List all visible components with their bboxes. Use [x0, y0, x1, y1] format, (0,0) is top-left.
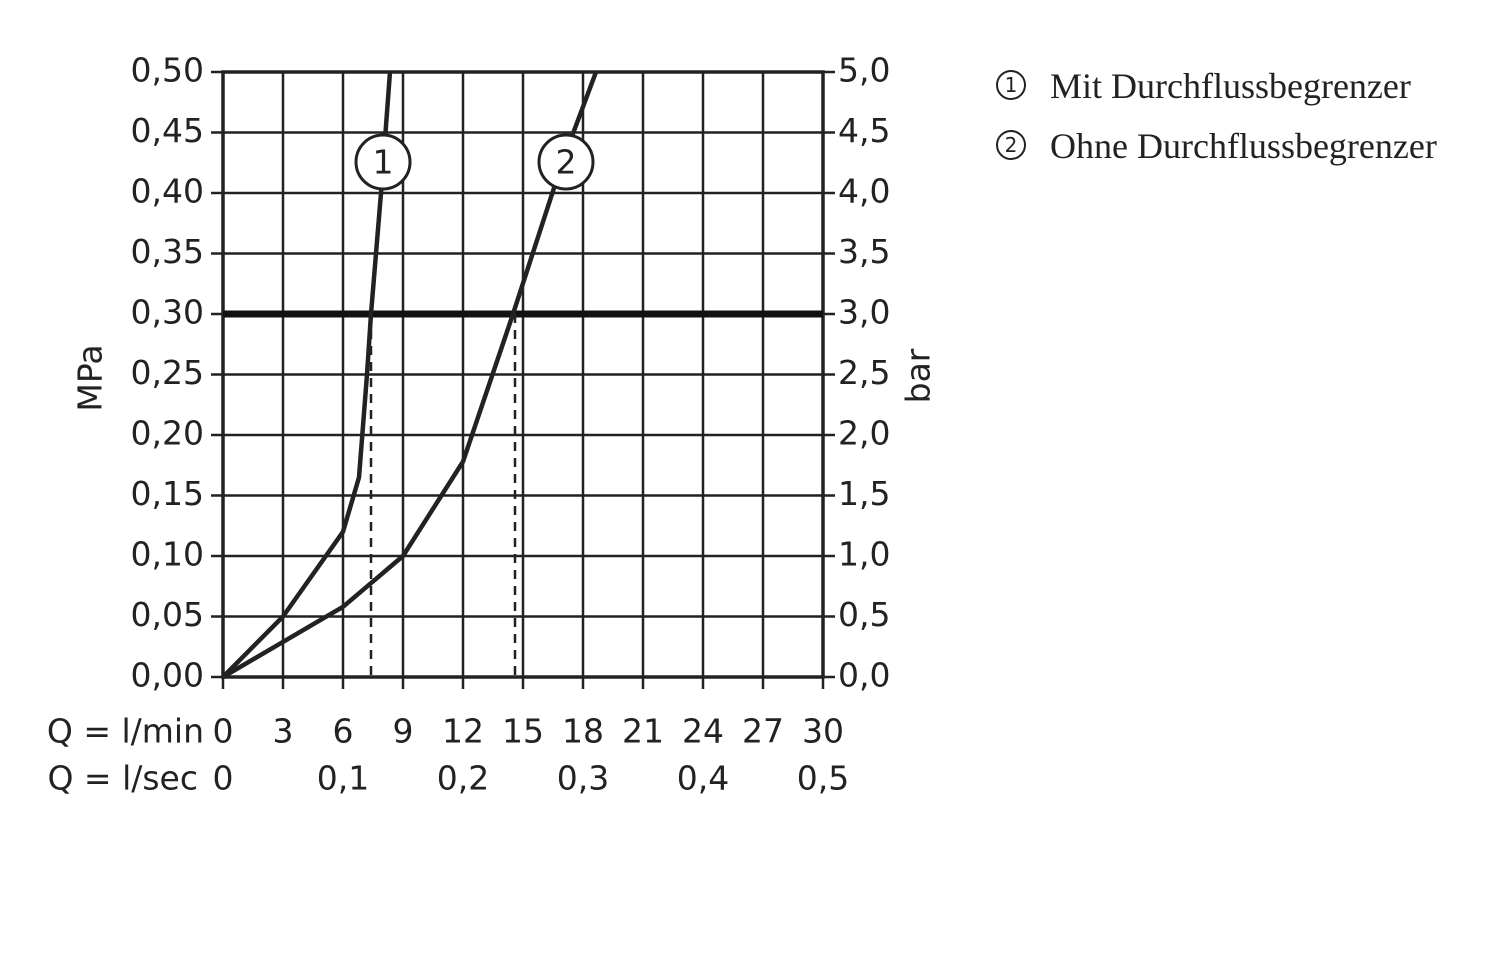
- x2-axis-label: Q = l/sec: [47, 759, 198, 798]
- x2-tick-label: 0,2: [437, 759, 489, 798]
- x2-tick-label: 0,4: [677, 759, 729, 798]
- x2-tick-label: 0: [213, 759, 234, 798]
- y2-tick-label: 0,0: [838, 656, 890, 695]
- legend-item: 1 Mit Durchflussbegrenzer: [990, 64, 1462, 110]
- x-tick-label: 18: [562, 712, 604, 751]
- x2-tick-label: 0,3: [557, 759, 609, 798]
- series-marker-label: 2: [556, 143, 577, 182]
- x-tick-label: 15: [502, 712, 544, 751]
- x-tick-label: 30: [802, 712, 844, 751]
- y-tick-label: 0,50: [131, 51, 204, 90]
- legend: 1 Mit Durchflussbegrenzer 2 Ohne Durchfluss…: [990, 64, 1462, 184]
- series-marker-label: 1: [373, 143, 394, 182]
- y-tick-label: 0,45: [131, 111, 204, 150]
- x-tick-label: 27: [742, 712, 784, 751]
- x-tick-label: 6: [333, 712, 354, 751]
- y-tick-label: 0,00: [131, 656, 204, 695]
- y-tick-label: 0,25: [131, 353, 204, 392]
- y-tick-label: 0,40: [131, 172, 204, 211]
- x-tick-label: 3: [273, 712, 294, 751]
- y2-tick-label: 3,0: [838, 293, 890, 332]
- y2-tick-label: 1,0: [838, 535, 890, 574]
- y-tick-label: 0,10: [131, 535, 204, 574]
- legend-symbol: 2: [996, 130, 1026, 160]
- x-tick-label: 9: [393, 712, 414, 751]
- y-tick-label: 0,35: [131, 232, 204, 271]
- legend-item: 2 Ohne Durchflussbegrenzer: [990, 124, 1462, 170]
- y-tick-label: 0,20: [131, 414, 204, 453]
- y-tick-label: 0,30: [131, 293, 204, 332]
- chart: 0,000,050,100,150,200,250,300,350,400,45…: [47, 51, 938, 798]
- x-tick-label: 21: [622, 712, 664, 751]
- y-tick-label: 0,15: [131, 474, 204, 513]
- legend-label: Mit Durchflussbegrenzer: [1050, 66, 1411, 106]
- series-marker-circle: [537, 133, 595, 191]
- y2-tick-label: 1,5: [838, 474, 890, 513]
- x2-tick-label: 0,5: [797, 759, 849, 798]
- legend-symbol: 1: [996, 70, 1026, 100]
- y2-tick-label: 2,5: [838, 353, 890, 392]
- y-tick-label: 0,05: [131, 595, 204, 634]
- series-line: [221, 71, 393, 679]
- legend-label: Ohne Durchflussbegrenzer: [1050, 126, 1437, 166]
- y2-tick-label: 4,5: [838, 111, 890, 150]
- x-tick-label: 12: [442, 712, 484, 751]
- y2-tick-label: 5,0: [838, 51, 890, 90]
- y2-tick-label: 2,0: [838, 414, 890, 453]
- y2-tick-label: 3,5: [838, 232, 890, 271]
- x-axis-label: Q = l/min: [47, 712, 204, 751]
- y2-tick-label: 4,0: [838, 172, 890, 211]
- plot-frame: [221, 70, 825, 679]
- y-axis-label: MPa: [71, 344, 110, 411]
- y2-tick-label: 0,5: [838, 595, 890, 634]
- series-marker-circle: [354, 133, 412, 191]
- y2-axis-label: bar: [899, 348, 938, 403]
- x2-tick-label: 0,1: [317, 759, 369, 798]
- x-tick-label: 24: [682, 712, 724, 751]
- x-tick-label: 0: [213, 712, 234, 751]
